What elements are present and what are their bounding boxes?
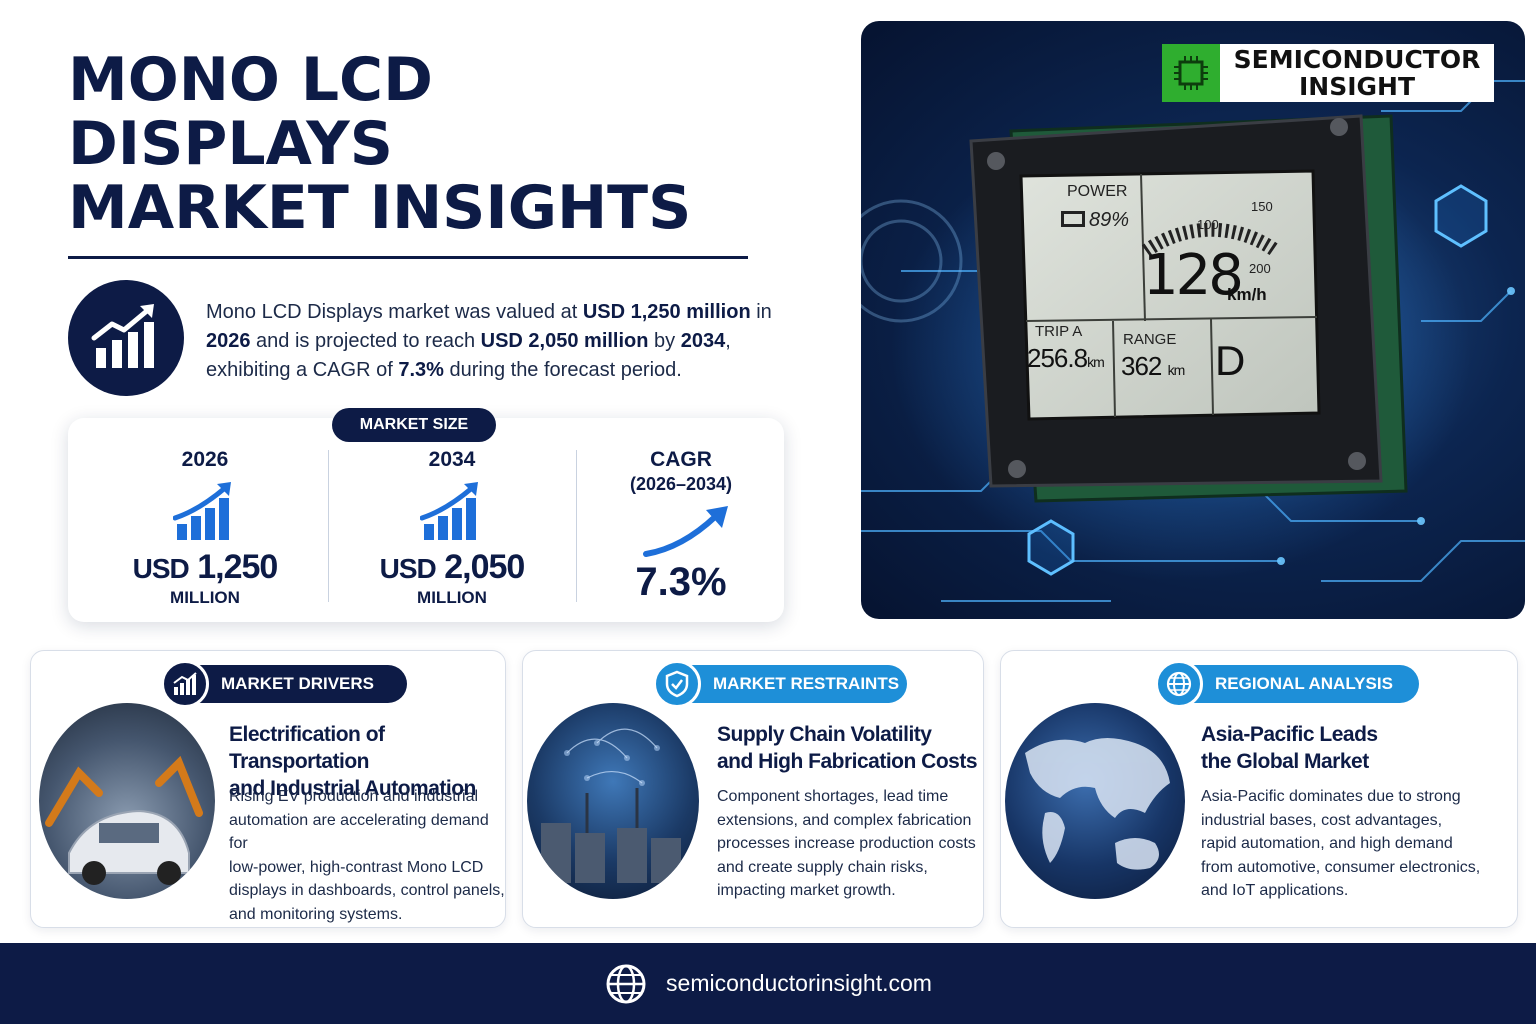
footer-bar: semiconductorinsight.com (0, 943, 1536, 1024)
lcd-trip-label: TRIP A (1035, 323, 1083, 340)
market-size-2034: 2034 USD 2,050 MILLION (329, 418, 575, 622)
column-divider (328, 450, 329, 602)
gauge-tick-200: 200 (1249, 261, 1271, 276)
bar-growth-icon (420, 482, 478, 540)
market-restraints-card: MARKET RESTRAINTS Supply Chain Volatilit… (522, 650, 984, 928)
market-size-2026: 2026 USD 1,250 MILLION (82, 418, 328, 622)
world-map-image (1005, 703, 1185, 899)
restraints-heading: Supply Chain Volatility and High Fabrica… (717, 723, 978, 773)
lcd-power-label: POWER (1067, 183, 1128, 200)
title-line-1: MONO LCD (68, 45, 433, 115)
market-size-card: 2026 USD 1,250 MILLION 2034 USD 2,050 MI… (68, 418, 784, 622)
drivers-body: Rising EV production and industrial auto… (229, 788, 505, 923)
cagr-label: CAGR (650, 448, 712, 471)
market-restraints-pill: MARKET RESTRAINTS (653, 660, 907, 708)
gauge-tick-100: 100 (1197, 217, 1219, 232)
market-size-label: MARKET SIZE (332, 408, 496, 442)
regional-analysis-card: REGIONAL ANALYSIS Asia-Pacific Leads the… (1000, 650, 1518, 928)
globe-icon (1155, 660, 1203, 708)
cagr-column: CAGR (2026–2034) 7.3% (558, 418, 804, 622)
logo-text: SEMICONDUCTOR INSIGHT (1233, 45, 1481, 101)
regional-body: Asia-Pacific dominates due to strong ind… (1201, 788, 1481, 899)
market-drivers-pill: MARKET DRIVERS (161, 660, 407, 708)
hero-lcd-image: POWER 89% 100 150 200 128 km/h TRIP A 25… (861, 21, 1525, 619)
drivers-heading: Electrification of Transportation and In… (229, 723, 476, 800)
lcd-speed-unit: km/h (1227, 285, 1267, 304)
page-title: MONO LCD DISPLAYS MARKET INSIGHTS (68, 48, 768, 240)
regional-analysis-pill: REGIONAL ANALYSIS (1155, 660, 1419, 708)
lcd-range-label: RANGE (1123, 331, 1177, 348)
restraints-body: Component shortages, lead time extension… (717, 788, 976, 899)
shield-check-icon (653, 660, 701, 708)
cagr-value: 7.3% (635, 560, 727, 604)
column-divider (576, 450, 577, 602)
unit-2026: MILLION (170, 588, 240, 607)
title-divider (68, 256, 748, 259)
factory-image (39, 703, 215, 899)
bar-chart-icon (161, 660, 209, 708)
lcd-power-value: 89% (1089, 209, 1130, 231)
lcd-speed: 128 (1143, 243, 1244, 308)
website-link[interactable]: semiconductorinsight.com (666, 970, 932, 996)
market-drivers-card: MARKET DRIVERS Electrification of Transp… (30, 650, 506, 928)
trend-arrow-icon (643, 506, 728, 557)
lcd-trip-value: 256.8km (1027, 343, 1105, 373)
unit-2034: MILLION (417, 588, 487, 607)
title-line-3: MARKET INSIGHTS (68, 173, 692, 243)
lcd-gear: D (1215, 337, 1246, 384)
supply-chain-image (527, 703, 699, 899)
year-2026: 2026 (181, 448, 229, 471)
chip-icon (1162, 44, 1220, 102)
cagr-range: (2026–2034) (629, 474, 733, 494)
regional-heading: Asia-Pacific Leads the Global Market (1201, 723, 1378, 773)
bar-growth-icon (173, 482, 231, 540)
brand-logo: SEMICONDUCTOR INSIGHT (1162, 44, 1494, 102)
gauge-tick-150: 150 (1251, 199, 1273, 214)
globe-icon (606, 964, 646, 1003)
value-2034: USD 2,050 (379, 548, 526, 586)
intro-summary: Mono LCD Displays market was valued at U… (206, 301, 772, 381)
battery-icon (1061, 211, 1085, 227)
lcd-range-value: 362 km (1121, 351, 1185, 381)
growth-chart-icon (68, 280, 184, 396)
title-line-2: DISPLAYS (68, 109, 393, 179)
value-2026: USD 1,250 (132, 548, 279, 586)
year-2034: 2034 (428, 448, 476, 471)
